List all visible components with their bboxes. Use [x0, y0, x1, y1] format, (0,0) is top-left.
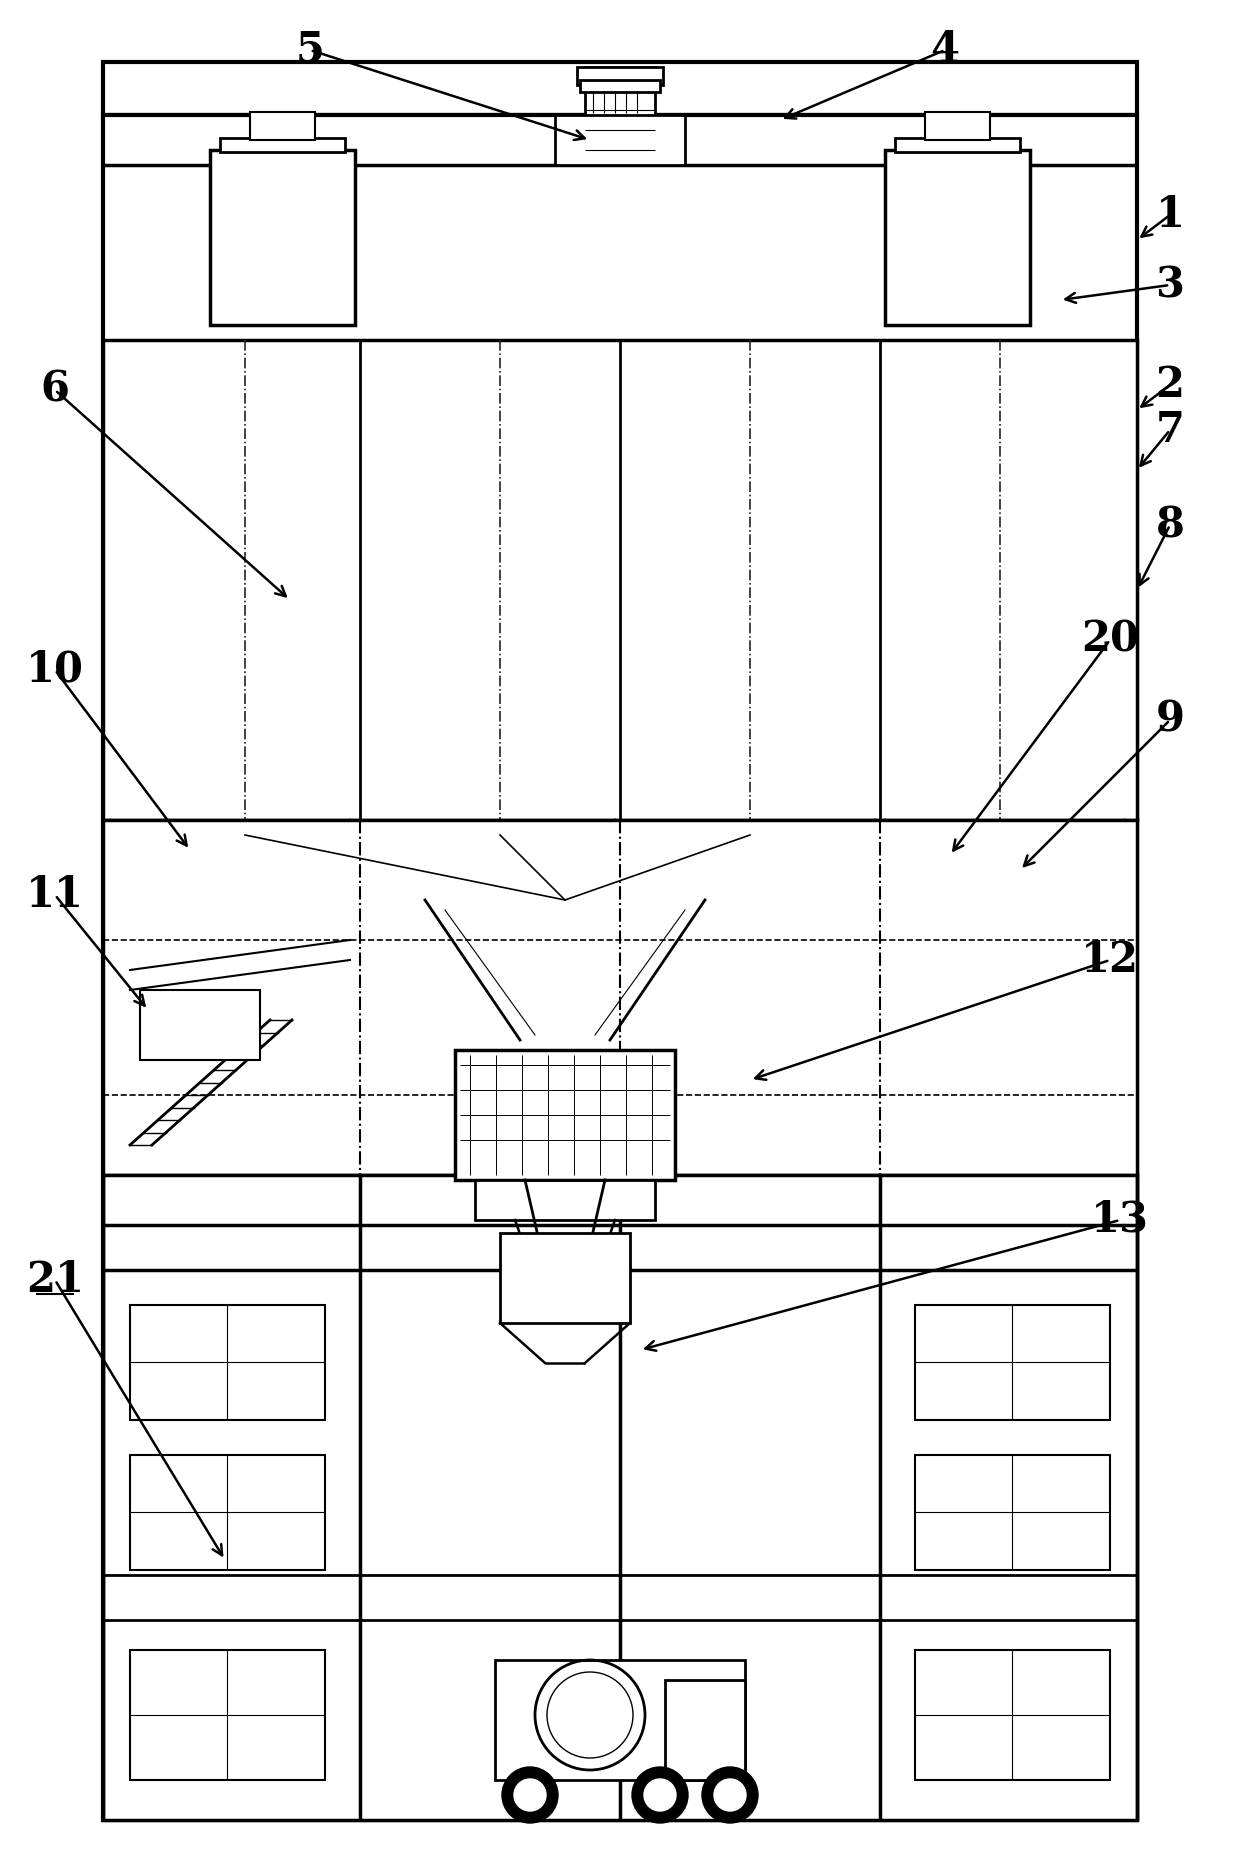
Bar: [556, 116, 684, 164]
Bar: [140, 990, 260, 1059]
Text: 12: 12: [1081, 940, 1140, 981]
Circle shape: [702, 1767, 758, 1823]
Text: 2: 2: [1156, 364, 1184, 405]
Bar: [585, 67, 655, 164]
Bar: [885, 149, 1030, 325]
Bar: [103, 116, 1137, 1819]
Text: 4: 4: [930, 30, 960, 71]
Circle shape: [644, 1778, 676, 1810]
Bar: [577, 67, 663, 86]
Bar: [103, 62, 1137, 116]
Text: 7: 7: [1156, 409, 1184, 450]
Text: 5: 5: [295, 30, 325, 71]
Circle shape: [515, 1778, 546, 1810]
Circle shape: [714, 1778, 746, 1810]
Text: 9: 9: [1156, 699, 1184, 742]
Text: 6: 6: [41, 370, 69, 411]
Bar: [495, 1661, 745, 1780]
Circle shape: [502, 1767, 558, 1823]
Text: 11: 11: [26, 874, 84, 915]
Bar: [915, 1455, 1110, 1569]
Bar: [665, 1679, 745, 1780]
Bar: [925, 112, 990, 140]
Bar: [915, 1306, 1110, 1420]
Bar: [895, 138, 1021, 151]
Text: 3: 3: [1156, 263, 1184, 306]
Bar: [130, 1649, 325, 1780]
Bar: [455, 1050, 675, 1181]
Bar: [915, 1649, 1110, 1780]
Bar: [130, 1455, 325, 1569]
Bar: [103, 820, 1137, 1175]
Text: 13: 13: [1091, 1199, 1149, 1240]
Text: 20: 20: [1081, 618, 1140, 661]
Text: 8: 8: [1156, 504, 1184, 545]
Bar: [130, 1306, 325, 1420]
Bar: [475, 1181, 655, 1220]
Text: 1: 1: [1156, 194, 1184, 235]
Circle shape: [632, 1767, 688, 1823]
Bar: [250, 112, 315, 140]
Text: 21: 21: [26, 1259, 84, 1300]
Bar: [580, 80, 660, 92]
Bar: [210, 149, 355, 325]
Text: 10: 10: [26, 648, 84, 691]
Bar: [103, 340, 1137, 820]
Bar: [500, 1233, 630, 1323]
Bar: [103, 1175, 1137, 1819]
Bar: [219, 138, 345, 151]
